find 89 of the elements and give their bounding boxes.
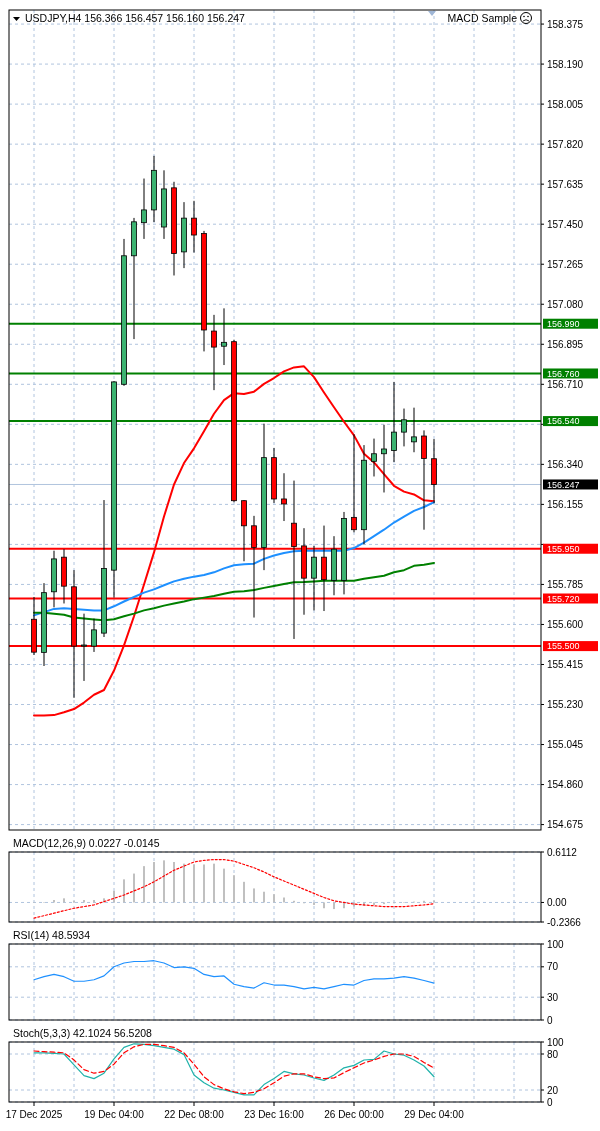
bar xyxy=(333,902,335,910)
line-series xyxy=(33,858,435,919)
bar xyxy=(183,863,185,903)
bar xyxy=(173,862,175,903)
y-tick-label: 158.375 xyxy=(547,18,584,30)
ref-line-label: 156.990 xyxy=(547,318,580,329)
ref-line-label: 155.720 xyxy=(547,593,580,604)
candlestick xyxy=(221,307,227,366)
y-tick-label: 155.415 xyxy=(547,658,584,670)
x-tick-label: 26 Dec 00:00 xyxy=(324,1109,385,1120)
bar xyxy=(213,863,215,903)
candlestick xyxy=(351,433,357,533)
x-tick-label: 17 Dec 2025 xyxy=(5,1109,63,1120)
y-tick-label: 157.450 xyxy=(547,218,584,230)
ref-line-label: 155.500 xyxy=(547,641,580,652)
y-tick-label: 30 xyxy=(547,991,559,1003)
y-tick-label: 155.230 xyxy=(547,699,584,711)
candlestick xyxy=(311,545,317,611)
candlestick xyxy=(281,472,287,522)
y-tick-label: 20 xyxy=(547,1084,559,1096)
bar xyxy=(143,866,145,903)
candlestick xyxy=(401,408,407,447)
candlestick xyxy=(141,178,147,240)
y-tick-label: 157.265 xyxy=(547,258,584,270)
y-tick-label: 157.080 xyxy=(547,298,584,310)
bar xyxy=(153,862,155,903)
candlestick xyxy=(421,429,427,531)
y-tick-label: 157.820 xyxy=(547,138,584,150)
y-tick-label: 100 xyxy=(547,1036,565,1048)
y-tick-label: 156.710 xyxy=(547,378,584,390)
y-tick-label: 100 xyxy=(547,938,565,950)
bar xyxy=(123,879,125,903)
y-tick-label: 155.045 xyxy=(547,739,584,751)
x-tick-label: 19 Dec 04:00 xyxy=(84,1109,145,1120)
y-tick-label: 156.340 xyxy=(547,458,584,470)
candlestick xyxy=(371,438,377,477)
y-tick-label: 70 xyxy=(547,961,559,973)
chart-title: MACD(12,26,9) 0.0227 -0.0145 xyxy=(13,837,160,849)
candlestick xyxy=(211,314,217,391)
ref-line-label: 156.540 xyxy=(547,416,580,427)
bar xyxy=(133,873,135,903)
x-tick-label: 23 Dec 16:00 xyxy=(244,1109,305,1120)
bar xyxy=(163,860,165,903)
bar xyxy=(253,888,255,903)
candlestick xyxy=(391,381,397,463)
y-tick-label: 0 xyxy=(547,1096,553,1108)
bar xyxy=(113,890,115,903)
y-tick-label: 158.005 xyxy=(547,98,584,110)
bar xyxy=(193,864,195,903)
annotation: MACD Sample xyxy=(447,12,518,24)
y-tick-label: 155.600 xyxy=(547,618,584,630)
y-tick-label: 0.6112 xyxy=(547,846,578,858)
candlestick xyxy=(411,407,417,453)
bar xyxy=(313,902,315,905)
line-series xyxy=(33,960,435,990)
y-tick-label: 155.785 xyxy=(547,578,584,590)
x-tick-label: 22 Dec 08:00 xyxy=(164,1109,225,1120)
candlestick xyxy=(81,613,87,682)
ref-line-label: 155.950 xyxy=(547,543,580,554)
bar xyxy=(263,891,265,903)
y-tick-label: 157.635 xyxy=(547,178,584,190)
bar xyxy=(373,902,375,905)
bar xyxy=(233,875,235,903)
chart-title: Stoch(5,3,3) 42.1024 56.5208 xyxy=(13,1027,153,1039)
candlestick xyxy=(191,200,197,254)
bar xyxy=(63,898,65,903)
y-tick-label: 154.675 xyxy=(547,819,584,831)
line-series xyxy=(33,501,435,617)
y-tick-label: 0 xyxy=(547,1014,553,1026)
chart-title: USDJPY,H4 156.366 156.457 156.160 156.247 xyxy=(25,12,246,24)
bar xyxy=(203,864,205,903)
chart-title: RSI(14) 48.5934 xyxy=(13,929,91,941)
y-tick-label: 158.190 xyxy=(547,58,584,70)
y-tick-label: 156.155 xyxy=(547,498,584,510)
y-tick-label: 154.860 xyxy=(547,779,584,791)
y-tick-label: 0.00 xyxy=(547,896,567,908)
y-tick-label: 156.895 xyxy=(547,338,584,350)
candlestick xyxy=(381,424,387,493)
bar xyxy=(323,902,325,909)
bar xyxy=(273,894,275,903)
ref-line-label: 156.760 xyxy=(547,368,580,379)
line-series xyxy=(33,562,435,622)
candlestick xyxy=(91,618,97,653)
x-tick-label: 29 Dec 04:00 xyxy=(404,1109,465,1120)
y-tick-label: -0.2366 xyxy=(547,916,582,928)
ref-line-label: 156.247 xyxy=(547,479,580,490)
y-tick-label: 80 xyxy=(547,1048,559,1060)
bar xyxy=(223,868,225,903)
bar xyxy=(243,881,245,903)
